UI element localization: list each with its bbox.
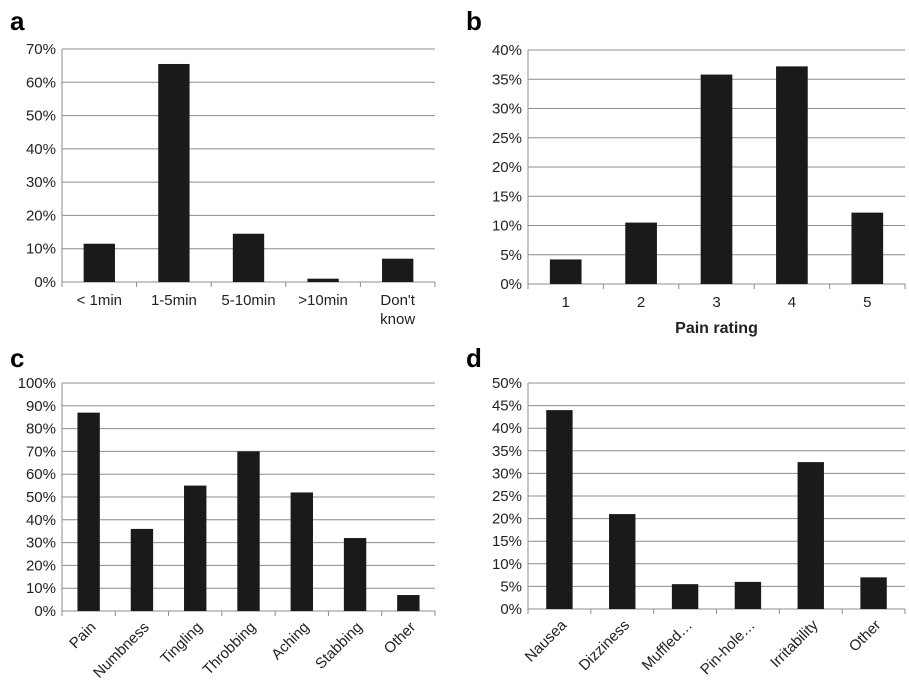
bar: [776, 66, 808, 284]
bar: [625, 222, 657, 284]
bar: [158, 63, 190, 282]
chart-panel-d: d 0% 5% 10% 15% 20% 25% 30% 35% 40% 45% 50% Nausea Di…: [466, 343, 906, 679]
y-tick-label: 60%: [26, 466, 56, 483]
x-tick-label: 4: [788, 294, 796, 311]
bar: [734, 581, 762, 609]
y-tick-label: 35%: [492, 71, 522, 88]
y-tick-label: 30%: [26, 535, 56, 552]
y-tick-label: 50%: [26, 108, 56, 125]
y-tick-label: 20%: [492, 159, 522, 176]
bar: [609, 514, 636, 609]
bar: [860, 577, 887, 609]
y-tick-label: 60%: [26, 74, 56, 91]
bar: [700, 74, 733, 284]
bar: [797, 462, 824, 609]
x-tick-label: 5-10min: [221, 292, 275, 309]
y-tick-label: 40%: [26, 512, 56, 529]
x-tick-label: Other: [381, 619, 420, 658]
x-tick-label: Other: [846, 617, 885, 656]
y-tick-label: 10%: [26, 241, 56, 258]
x-tick-label: Aching: [268, 619, 312, 663]
y-tick-label: 15%: [492, 188, 522, 205]
bar: [671, 584, 699, 609]
y-tick-label: 35%: [492, 443, 522, 460]
x-tick-label-line2: know: [380, 311, 415, 328]
x-tick-label: 1: [562, 294, 570, 311]
x-tick-label: 5: [863, 294, 871, 311]
y-tick-label: 15%: [492, 533, 522, 550]
y-tick-label: 10%: [492, 218, 522, 235]
x-tick-label: Muffled…: [639, 617, 696, 674]
panel-letter: a: [10, 6, 25, 36]
y-tick-label: 45%: [492, 398, 522, 415]
bar: [397, 595, 420, 611]
y-tick-label: 20%: [26, 557, 56, 574]
x-tick-label: Numbness: [90, 619, 153, 682]
y-tick-label: 70%: [26, 41, 56, 58]
bar: [232, 233, 265, 282]
y-tick-label: 10%: [26, 580, 56, 597]
bar: [130, 528, 154, 611]
y-tick-label: 30%: [26, 174, 56, 191]
y-tick-label: 0%: [34, 274, 56, 291]
chart-panel-b: b 0% 5% 10% 15% 20% 25% 30% 35% 40% 1 2 3 4 5 Pain rati…: [466, 6, 906, 337]
x-tick-label: Tingling: [157, 619, 206, 668]
y-tick-label: 40%: [26, 141, 56, 158]
x-tick-label: Don't: [380, 292, 415, 309]
y-tick-label: 40%: [492, 42, 522, 59]
y-tick-label: 5%: [500, 247, 522, 264]
y-tick-label: 20%: [26, 207, 56, 224]
chart-panel-c: c 0% 10% 20% 30% 40% 50% 60% 70% 80% 90% 100% PainNu…: [10, 343, 436, 682]
panel-letter: b: [466, 6, 482, 36]
x-tick-label: Nausea: [522, 616, 571, 665]
bar: [382, 258, 414, 282]
bar: [307, 278, 339, 282]
x-tick-label: < 1min: [77, 292, 122, 309]
y-tick-label: 90%: [26, 398, 56, 415]
y-tick-label: 50%: [492, 375, 522, 392]
y-tick-label: 30%: [492, 465, 522, 482]
x-tick-label: >10min: [298, 292, 348, 309]
bar: [184, 485, 207, 611]
bar: [83, 243, 115, 282]
bar: [77, 412, 100, 611]
x-tick-label: 1-5min: [151, 292, 197, 309]
x-tick-label: Irritability: [767, 616, 822, 671]
y-tick-label: 30%: [492, 101, 522, 118]
y-tick-label: 25%: [492, 488, 522, 505]
x-tick-label: Pin-hole…: [697, 617, 759, 679]
y-tick-label: 80%: [26, 421, 56, 438]
x-tick-label: 2: [637, 294, 645, 311]
bar: [851, 212, 884, 284]
y-tick-label: 0%: [500, 601, 522, 618]
x-tick-label: Stabbing: [312, 619, 366, 673]
panel-letter: d: [466, 343, 482, 373]
y-tick-label: 0%: [34, 603, 56, 620]
y-tick-label: 5%: [500, 578, 522, 595]
x-tick-label: Pain: [66, 619, 99, 652]
bar: [290, 492, 313, 611]
x-tick-label: Throbbing: [200, 619, 260, 679]
y-tick-label: 70%: [26, 443, 56, 460]
y-tick-label: 10%: [492, 556, 522, 573]
x-tick-label: Dizziness: [576, 617, 633, 674]
y-tick-label: 25%: [492, 130, 522, 147]
chart-panel-a: a 0% 10% 20% 30% 40% 50% 60% 70% < 1min 1-5min 5-10…: [10, 6, 436, 328]
y-tick-label: 0%: [500, 276, 522, 293]
x-tick-label: 3: [712, 294, 720, 311]
y-tick-label: 100%: [18, 375, 56, 392]
x-axis-title: Pain rating: [675, 320, 758, 337]
y-tick-label: 50%: [26, 489, 56, 506]
y-tick-label: 40%: [492, 420, 522, 437]
y-tick-label: 20%: [492, 511, 522, 528]
bar: [549, 259, 582, 284]
bar: [343, 538, 367, 611]
bar: [237, 451, 260, 611]
bar: [546, 410, 573, 609]
panel-letter: c: [10, 343, 24, 373]
